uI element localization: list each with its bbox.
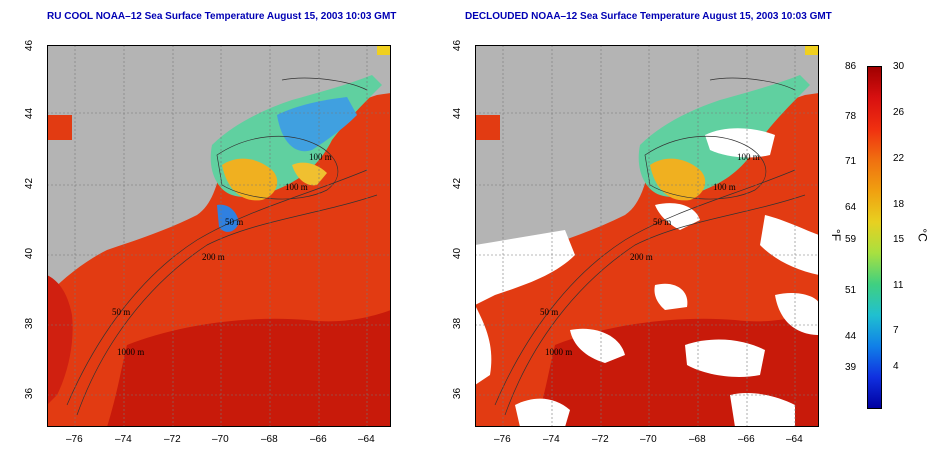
contour-label: 100 m [285,182,308,192]
fahrenheit-tick: 51 [845,285,857,296]
celsius-tick: 18 [893,199,905,210]
contour-label: 200 m [630,252,653,262]
fahrenheit-unit-label: °F [829,228,844,242]
lon-tick: –64 [786,434,803,445]
fahrenheit-tick: 78 [845,111,857,122]
fahrenheit-tick: 59 [845,234,857,245]
lat-tick: 42 [452,177,464,190]
lon-tick: –74 [543,434,560,445]
lat-tick: 38 [452,317,464,330]
lon-tick: –68 [261,434,278,445]
contour-label: 50 m [225,217,243,227]
contour-label: 100 m [309,152,332,162]
contour-label: 1000 m [117,347,144,357]
celsius-tick: 11 [893,280,904,291]
lat-tick: 38 [24,317,36,330]
lat-tick: 40 [452,247,464,260]
contour-label: 100 m [737,152,760,162]
lon-tick: –66 [310,434,327,445]
lon-tick: –72 [592,434,609,445]
lon-tick: –68 [689,434,706,445]
celsius-tick: 15 [893,234,905,245]
celsius-tick: 4 [893,361,899,372]
lat-tick: 46 [452,39,464,52]
fahrenheit-tick: 86 [845,61,857,72]
contour-label: 100 m [713,182,736,192]
lat-tick: 44 [24,107,36,120]
lat-tick: 36 [24,387,36,400]
lon-tick: –64 [358,434,375,445]
lat-tick: 36 [452,387,464,400]
lon-tick: –70 [212,434,229,445]
lat-tick: 42 [24,177,36,190]
fahrenheit-tick: 44 [845,331,857,342]
contour-label: 50 m [112,307,130,317]
lon-tick: –74 [115,434,132,445]
right-sst-map: 100 m 100 m 50 m 200 m 50 m 1000 m [475,45,819,427]
lat-tick: 46 [24,39,36,52]
contour-label: 200 m [202,252,225,262]
fahrenheit-tick: 64 [845,202,857,213]
celsius-tick: 26 [893,107,905,118]
temperature-colorbar [867,66,882,409]
celsius-tick: 22 [893,153,905,164]
contour-label: 1000 m [545,347,572,357]
lon-tick: –76 [494,434,511,445]
fahrenheit-tick: 71 [845,156,857,167]
lon-tick: –70 [640,434,657,445]
right-panel-title: DECLOUDED NOAA–12 Sea Surface Temperatur… [465,11,832,22]
celsius-unit-label: °C [915,228,930,242]
fahrenheit-tick: 39 [845,362,857,373]
left-panel-title: RU COOL NOAA–12 Sea Surface Temperature … [47,11,397,22]
lat-tick: 40 [24,247,36,260]
contour-label: 50 m [540,307,558,317]
lat-tick: 44 [452,107,464,120]
lon-tick: –76 [66,434,83,445]
contour-label: 50 m [653,217,671,227]
left-sst-map: 100 m 100 m 50 m 200 m 50 m 1000 m [47,45,391,427]
lon-tick: –72 [164,434,181,445]
celsius-tick: 7 [893,325,899,336]
celsius-tick: 30 [893,61,905,72]
lon-tick: –66 [738,434,755,445]
